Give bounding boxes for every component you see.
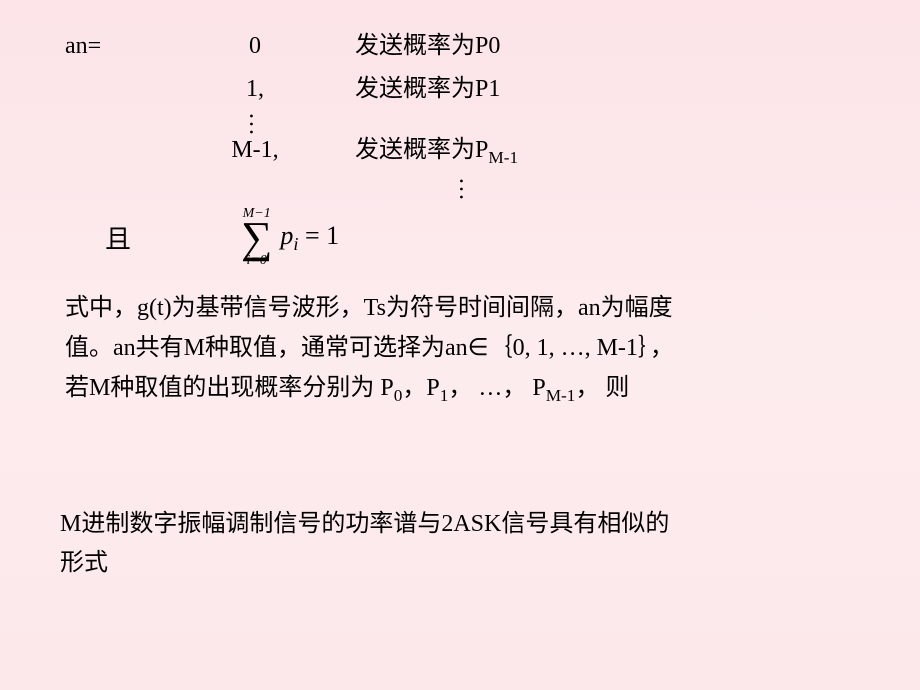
- case-prob-0: 发送概率为P0: [355, 25, 500, 60]
- case-prob-sym-1: P1: [475, 76, 500, 102]
- p1-t19: 种取值的出现概率分别为: [110, 375, 380, 401]
- sigma-wrap: M−1 ∑ i=0: [241, 206, 272, 270]
- case-row-1: 1, 发送概率为P1: [65, 68, 855, 103]
- p2-t2: 进制数字振幅调制信号的功率谱与: [81, 511, 441, 537]
- p1-t13: an: [445, 335, 468, 361]
- sum-expression: M−1 ∑ i=0 pi = 1: [241, 206, 339, 270]
- sum-rhs: pi = 1: [280, 221, 339, 255]
- case-prob-sub-2: M-1: [488, 148, 518, 167]
- p1-t14: ∈｛: [468, 335, 513, 361]
- p1-t9: an: [113, 335, 136, 361]
- vdots-1: …: [245, 111, 855, 129]
- p1-t18: M: [89, 375, 110, 401]
- p1-t23: ， …，: [448, 375, 532, 401]
- case-row-2: M-1, 发送概率为PM-1: [65, 129, 855, 168]
- case-value-0: 0: [155, 33, 355, 60]
- sum-one: 1: [326, 221, 339, 250]
- p1-t5: 为符号时间间隔，: [386, 295, 578, 321]
- case-prob-sym-0: P0: [475, 33, 500, 59]
- p1-t7: 为幅度: [601, 295, 673, 321]
- p1-t22: P: [426, 375, 439, 401]
- case-row-0: an= 0 发送概率为P0: [65, 25, 855, 60]
- p1-t15: 0, 1, …, M-1: [513, 335, 638, 361]
- p2-t3: 2ASK: [441, 511, 501, 537]
- p1-t24s: M-1: [546, 385, 576, 404]
- sigma-lower: i=0: [247, 253, 267, 269]
- p1-t17: 若: [65, 375, 89, 401]
- case-prob-sym-2: P: [475, 137, 488, 163]
- case-value-1: 1,: [155, 76, 355, 103]
- paragraph-2: M进制数字振幅调制信号的功率谱与2ASK信号具有相似的 形式: [60, 505, 855, 584]
- p2-t1: M: [60, 511, 81, 537]
- p1-t25: ， 则: [575, 375, 629, 401]
- case-prob-2: 发送概率为PM-1: [355, 129, 518, 168]
- case-value-2: M-1,: [155, 137, 355, 164]
- p1-t1: 式中，: [65, 295, 137, 321]
- qie-label: 且: [105, 219, 131, 256]
- p1-t12: 种取值，通常可选择为: [205, 335, 445, 361]
- p1-t11: M: [184, 335, 205, 361]
- p1-t8: 值。: [65, 335, 113, 361]
- paragraph-1: 式中，g(t)为基带信号波形，Ts为符号时间间隔，an为幅度 值。an共有M种取…: [65, 289, 855, 409]
- p2-t5: 形式: [60, 550, 108, 576]
- vdots-2: …: [455, 176, 855, 194]
- case-prob-prefix-0: 发送概率为: [355, 33, 475, 59]
- sum-eq: =: [298, 221, 326, 250]
- sum-var: p: [280, 221, 293, 250]
- case-prob-prefix-2: 发送概率为: [355, 137, 475, 163]
- p1-t3: 为基带信号波形，: [172, 295, 364, 321]
- slide-content: an= 0 发送概率为P0 1, 发送概率为P1 … M-1, 发送概率为PM-…: [0, 0, 920, 584]
- p1-t6: an: [578, 295, 601, 321]
- sum-block: 且 M−1 ∑ i=0 pi = 1: [65, 206, 855, 270]
- case-prob-prefix-1: 发送概率为: [355, 76, 475, 102]
- p1-t4: Ts: [364, 295, 386, 321]
- p2-t4: 信号具有相似的: [501, 511, 669, 537]
- p1-t10: 共有: [136, 335, 184, 361]
- case-prob-1: 发送概率为P1: [355, 68, 500, 103]
- p1-t16: ｝，: [638, 335, 674, 361]
- an-label: an=: [65, 33, 155, 60]
- sigma-symbol: ∑: [241, 218, 272, 258]
- p1-t21: ，: [402, 375, 426, 401]
- p1-t24: P: [532, 375, 545, 401]
- p1-t20: P: [380, 375, 393, 401]
- p1-t2: g(t): [137, 295, 172, 321]
